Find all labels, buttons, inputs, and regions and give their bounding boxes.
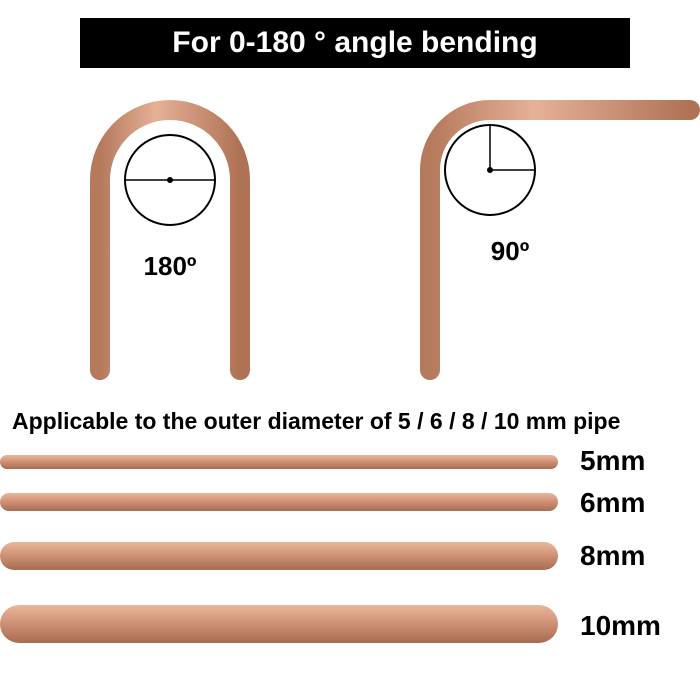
pipe-label-10mm: 10mm [580,610,661,641]
pipe-label-6mm: 6mm [580,487,645,518]
bend-90-label: 90º [491,236,530,266]
pipes-area: 5mm 6mm 8mm 10mm [0,445,700,700]
bend-180-shape: 180º [100,110,240,370]
bend-90-shape: 90º [430,110,690,370]
subtitle-text: Applicable to the outer diameter of 5 / … [12,408,620,435]
pipes-svg: 5mm 6mm 8mm 10mm [0,445,700,695]
bend-180-label: 180º [144,251,197,281]
pipe-label-5mm: 5mm [580,445,645,476]
pipe-label-8mm: 8mm [580,540,645,571]
title-text: For 0-180 ° angle bending [172,26,537,60]
diagram-area: 180º 90º [0,70,700,370]
title-bar: For 0-180 ° angle bending [80,18,630,68]
bend-diagrams-svg: 180º 90º [0,70,700,390]
